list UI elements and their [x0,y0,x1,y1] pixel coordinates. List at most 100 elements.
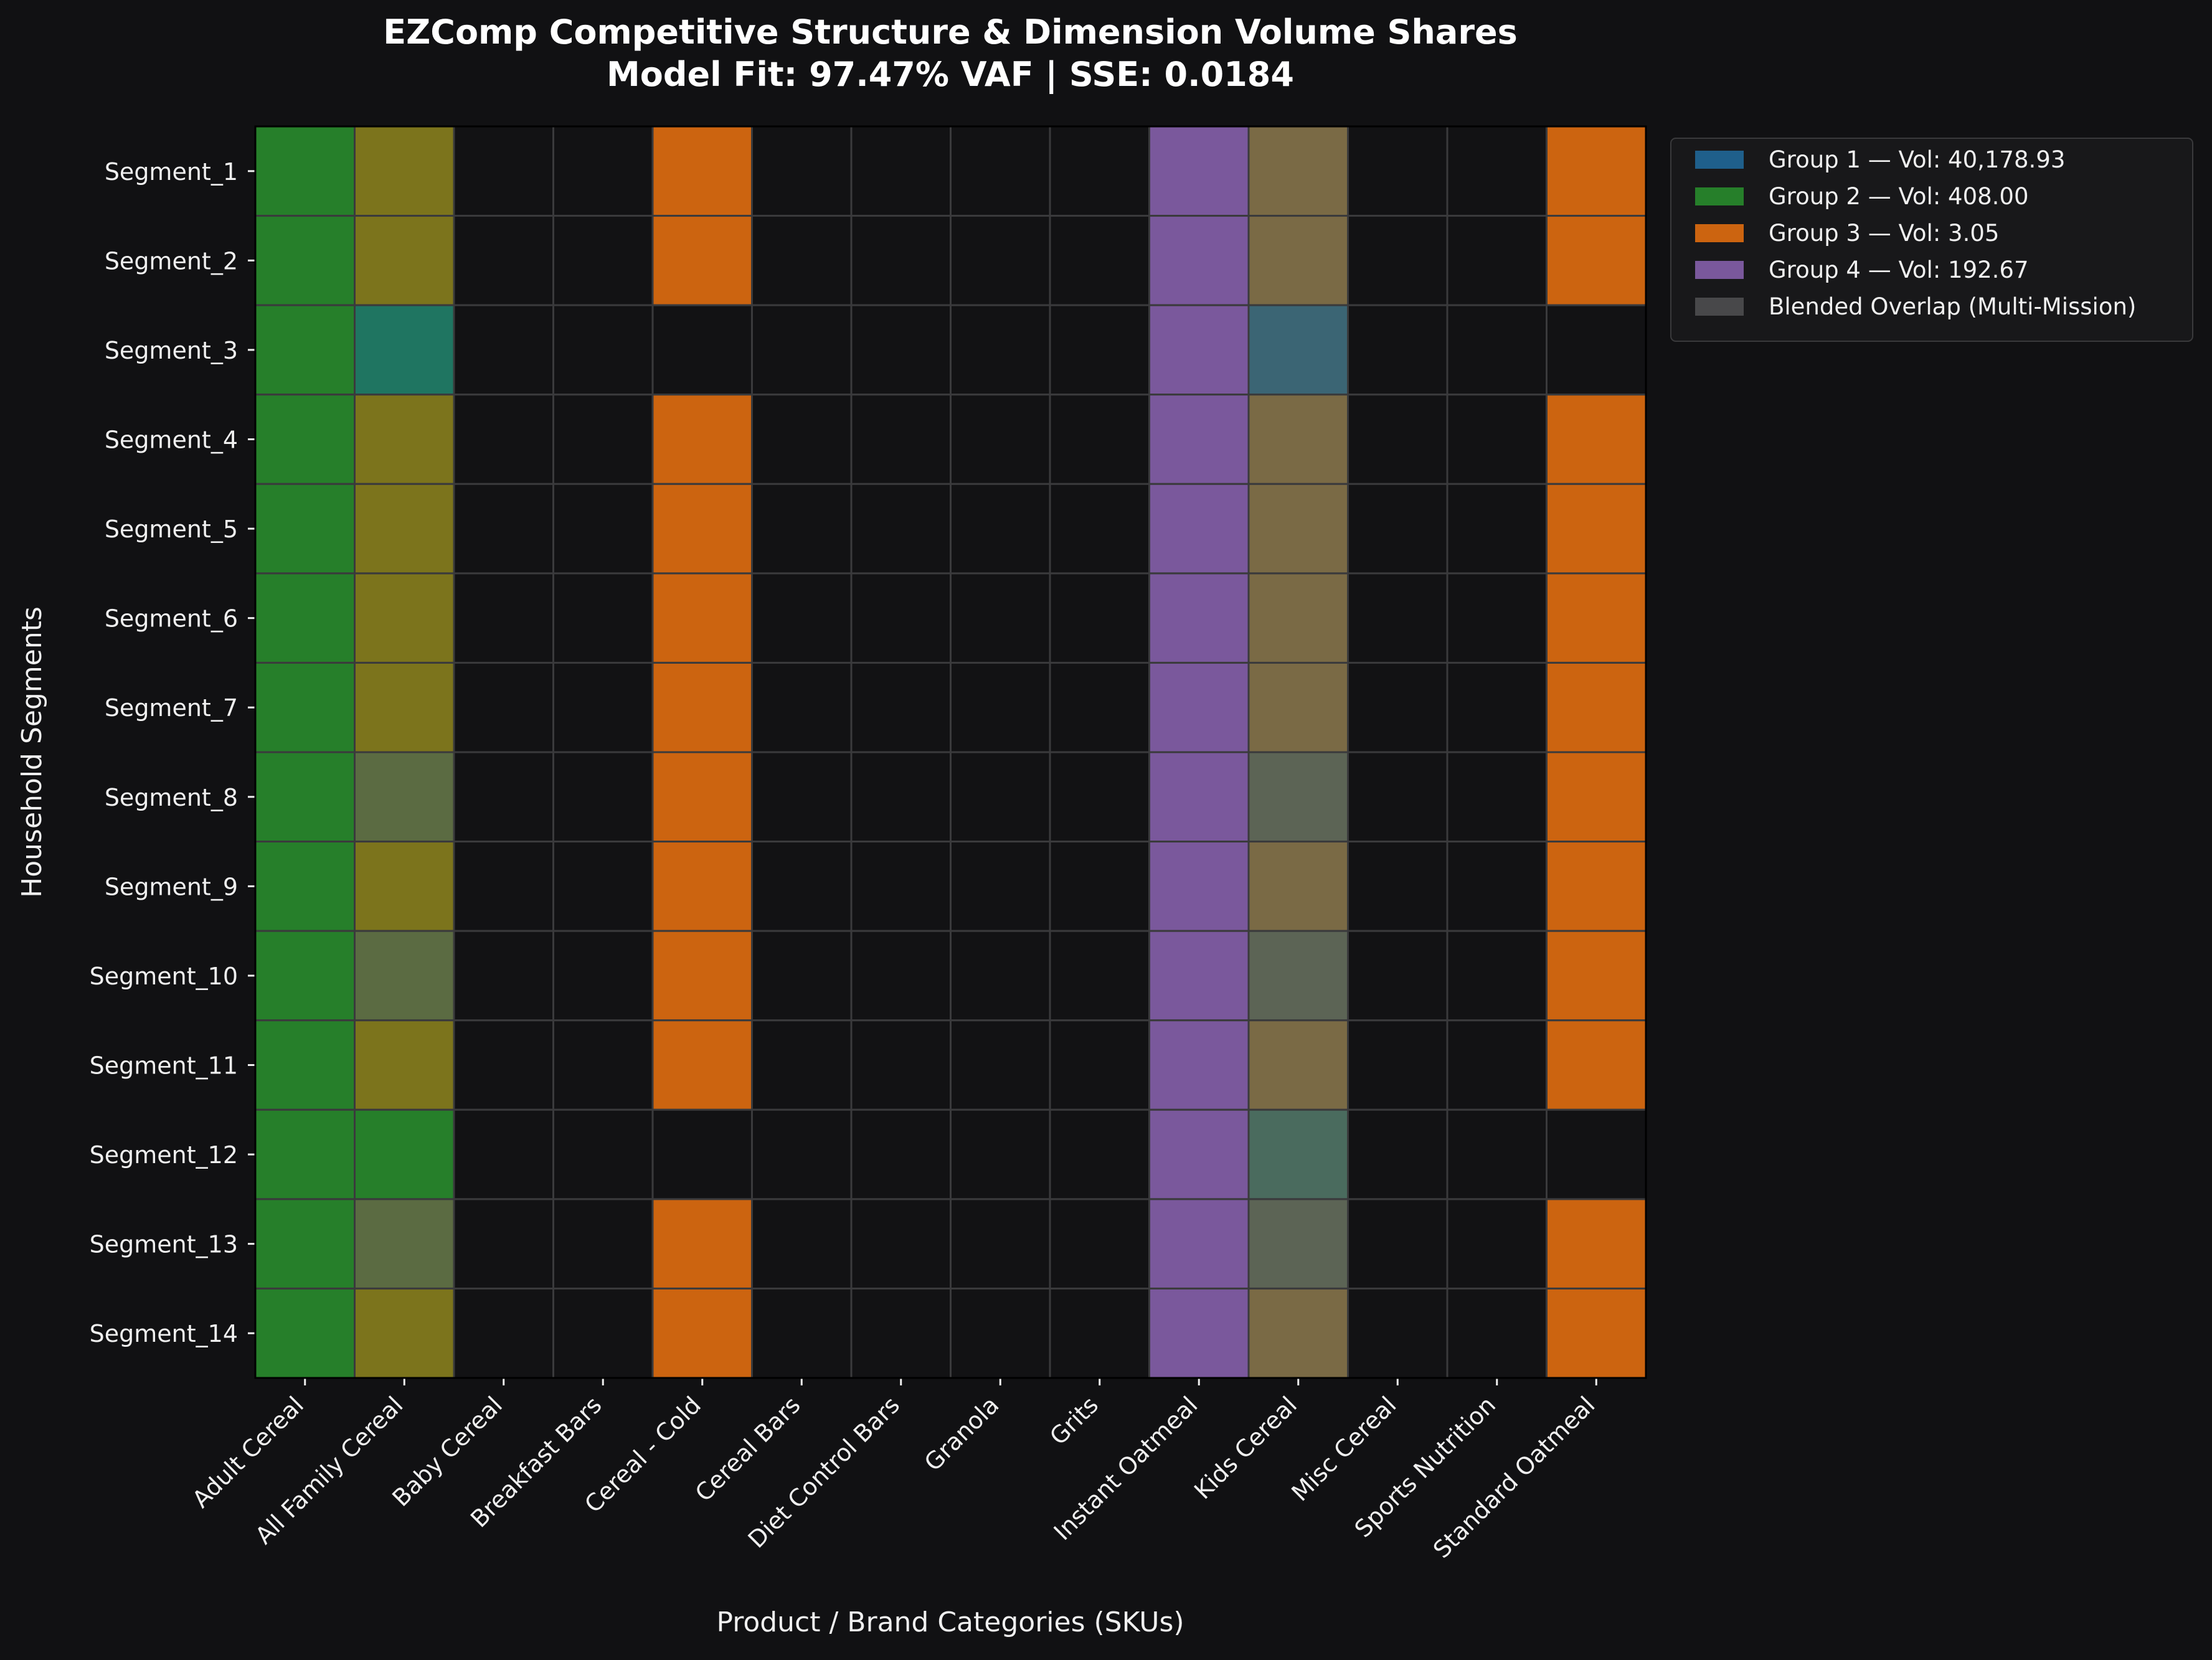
heatmap-cell [1049,572,1150,664]
heatmap-cell [1049,841,1150,932]
heatmap-cell [354,1108,455,1200]
heatmap-cell [850,394,952,485]
legend-swatch [1695,187,1744,205]
heatmap-cell [1148,1287,1250,1379]
heatmap-cell [1446,1108,1548,1200]
heatmap-cell [552,1108,654,1200]
heatmap-cell [751,1108,853,1200]
heatmap-cell [1148,1019,1250,1111]
heatmap-cell [552,930,654,1022]
heatmap-cell [354,304,455,396]
heatmap-cell [1148,841,1250,932]
heatmap-cell [850,572,952,664]
heatmap-cell [850,1019,952,1111]
heatmap-cell [552,661,654,753]
heatmap-cell [254,483,356,575]
heatmap-cell [1446,751,1548,843]
heatmap-cell [453,841,554,932]
heatmap-cell [552,394,654,485]
heatmap-cell [552,483,654,575]
heatmap-cell [552,841,654,932]
heatmap-cell [354,930,455,1022]
heatmap-cell [1247,572,1349,664]
heatmap-cell [950,483,1051,575]
heatmap-cell [751,1287,853,1379]
heatmap-cell [651,1198,753,1290]
heatmap-cell [850,1108,952,1200]
heatmap-cell [552,1287,654,1379]
heatmap-cell [254,930,356,1022]
heatmap-cell [950,125,1051,217]
plot-frame [254,125,1647,1379]
legend-swatch [1695,224,1744,242]
heatmap-cell [950,1287,1051,1379]
heatmap-cell [354,125,455,217]
heatmap-cell [950,304,1051,396]
heatmap-cell [850,304,952,396]
heatmap-cell [1446,304,1548,396]
heatmap-cell [254,1108,356,1200]
legend-label: Group 4 — Vol: 192.67 [1769,257,2029,283]
heatmap-cell [552,751,654,843]
heatmap-cell [1546,483,1647,575]
heatmap-cell [850,661,952,753]
heatmap-cell [453,394,554,485]
heatmap-cell [850,483,952,575]
legend-label: Group 2 — Vol: 408.00 [1769,183,2029,210]
heatmap-cell [1247,483,1349,575]
heatmap-cell [453,1108,554,1200]
y-tick-label: Segment_2 [105,247,238,275]
legend-swatch [1695,151,1744,169]
heatmap-cell [651,930,753,1022]
heatmap-cell [1347,483,1449,575]
heatmap-cell [552,304,654,396]
heatmap-cell [453,661,554,753]
heatmap-cell [354,1198,455,1290]
heatmap-cell [751,125,853,217]
heatmap-cell [254,841,356,932]
x-axis-label: Product / Brand Categories (SKUs) [716,1606,1184,1638]
heatmap-cell [1148,483,1250,575]
y-tick-label: Segment_3 [105,337,238,364]
heatmap-cell [453,572,554,664]
heatmap-cell [751,1019,853,1111]
heatmap-cell [950,1019,1051,1111]
heatmap-cell [950,661,1051,753]
heatmap-cell [651,215,753,306]
heatmap-cell [1049,215,1150,306]
heatmap-cell [950,1198,1051,1290]
heatmap-cell [254,394,356,485]
heatmap-cell [651,483,753,575]
heatmap-cell [1247,304,1349,396]
heatmap-cell [751,751,853,843]
legend: Group 1 — Vol: 40,178.93 Group 2 — Vol: 4… [1670,138,2193,342]
heatmap-cell [354,483,455,575]
heatmap-cell [751,483,853,575]
heatmap-cell [1546,930,1647,1022]
heatmap-cell [552,125,654,217]
heatmap-cell [453,751,554,843]
heatmap-cell [950,1108,1051,1200]
heatmap-cell [254,1287,356,1379]
heatmap-cell [850,125,952,217]
heatmap-cell [1446,1198,1548,1290]
heatmap-cell [552,1019,654,1111]
heatmap-cell [1546,1019,1647,1111]
heatmap-cell [751,930,853,1022]
heatmap-cell [1247,125,1349,217]
heatmap-cell [453,125,554,217]
heatmap-cell [354,394,455,485]
heatmap-cell [1347,1198,1449,1290]
heatmap-cell [254,215,356,306]
heatmap-cell [354,841,455,932]
heatmap-cell [354,572,455,664]
heatmap-cell [1247,215,1349,306]
heatmap-cell [1546,1108,1647,1200]
heatmap-cell [1247,1108,1349,1200]
heatmap-cell [651,125,753,217]
heatmap-cell [1546,304,1647,396]
heatmap-cell [850,215,952,306]
heatmap-cell [950,841,1051,932]
y-tick-label: Segment_10 [90,963,238,990]
